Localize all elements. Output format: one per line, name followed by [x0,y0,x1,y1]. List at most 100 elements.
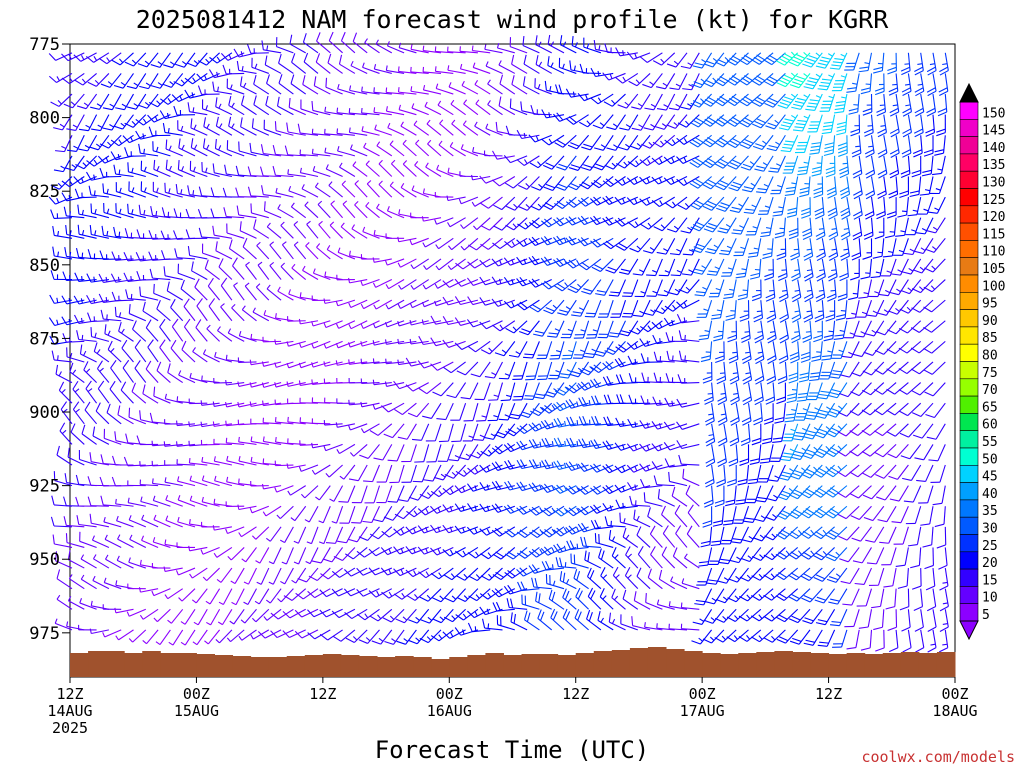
wind-barb [78,624,97,631]
wind-barb [287,485,306,496]
wind-barb [562,608,577,631]
wind-barb [79,531,97,548]
wind-barb [300,485,319,499]
wind-barb [100,73,122,88]
wind-barb [177,495,196,507]
colorbar-label: 75 [982,366,998,381]
wind-barb [136,435,159,446]
wind-barb [114,431,134,445]
wind-barb [386,41,405,54]
wind-barb [530,402,553,417]
wind-barb [265,95,282,116]
wind-barb [323,443,343,452]
wind-barb [579,63,601,74]
wind-barb [421,319,442,325]
wind-barb [263,201,282,219]
terrain-segment [810,653,830,677]
wind-barb [109,380,122,404]
wind-barb [584,550,602,569]
x-tick-label: 00Z [689,685,716,703]
wind-barb [525,361,540,381]
wind-barb [250,418,269,425]
wind-barb [238,436,257,445]
wind-barb [141,514,159,528]
wind-barb [409,338,429,345]
wind-barb [438,140,454,157]
wind-barb [227,328,245,342]
wind-barb [639,463,663,472]
wind-barb [614,357,638,368]
wind-barb [180,608,196,625]
terrain-segment [846,653,866,677]
wind-barb [432,382,454,397]
wind-barb [301,184,319,198]
wind-barb [192,347,208,363]
wind-barb [460,217,479,229]
wind-barb [48,72,73,83]
wind-barb [304,505,319,523]
wind-barb [113,164,134,178]
wind-barb [335,340,356,349]
wind-barb [636,526,651,548]
wind-barb [66,135,85,153]
wind-barb [111,52,134,66]
terrain-segment [611,650,631,677]
wind-barb [77,204,97,219]
wind-barb [128,181,146,198]
wind-barb [91,114,110,132]
wind-barb [606,134,626,151]
wind-barb [615,237,639,251]
wind-barb [148,126,171,137]
wind-barb [480,547,503,560]
wind-barb [204,259,220,280]
wind-barb [164,182,183,198]
wind-barb [250,203,269,219]
wind-barb [426,119,442,136]
wind-barb [454,278,479,287]
wind-barb [128,557,146,569]
terrain-segment [936,652,956,677]
wind-barb [629,495,651,507]
wind-barb [363,142,380,157]
wind-barb [160,230,183,241]
wind-barb [474,382,491,401]
wind-barb [629,320,651,335]
wind-barb [231,304,245,322]
wind-barb [311,148,331,157]
wind-barb [286,381,306,387]
wind-barb [444,588,467,603]
wind-barb [266,222,282,239]
wind-barb [385,358,405,365]
wind-barb [509,37,528,54]
wind-barb [572,341,590,359]
wind-barb [243,567,257,585]
wind-barb [617,93,639,109]
wind-barb [124,147,146,157]
terrain-segment [539,654,559,677]
wind-barb [114,306,134,322]
wind-barb [86,294,110,305]
wind-barb [555,557,577,569]
wind-barb [627,155,651,168]
terrain-segment [250,657,270,677]
wind-barb [474,79,491,95]
wind-barb [450,403,467,421]
wind-barb [642,73,663,89]
wind-barb [56,594,73,610]
wind-barb [480,340,503,355]
wind-barb [604,516,626,528]
wind-barb [110,273,134,283]
wind-barb [287,416,306,425]
wind-barb [278,53,294,74]
wind-barb [276,505,294,520]
wind-barb [340,31,356,54]
wind-barb [311,361,331,368]
wind-barb [363,464,381,483]
wind-barb [387,444,405,462]
wind-barb [467,547,491,559]
wind-barb [646,279,663,297]
wind-barb [383,505,405,521]
wind-barb [281,241,294,260]
wind-barb [50,176,73,190]
wind-barb [427,139,442,157]
